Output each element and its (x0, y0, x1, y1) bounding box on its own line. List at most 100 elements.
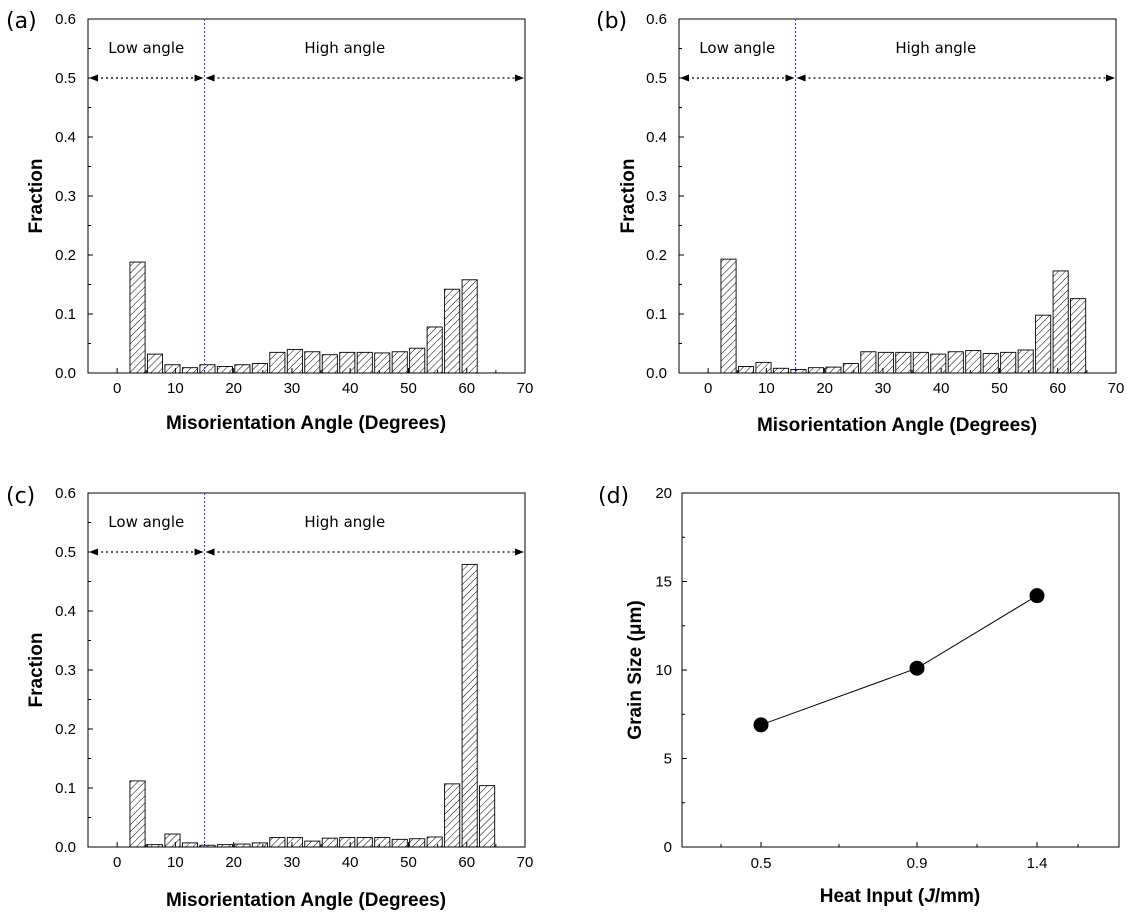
y-tick-label: 0.2 (55, 247, 76, 264)
bars (129, 563, 496, 848)
bar (825, 366, 842, 374)
bar (269, 837, 286, 848)
y-tick-label: 0.3 (55, 188, 76, 205)
bar (146, 844, 164, 848)
bar (251, 842, 268, 848)
x-tick-label: 30 (284, 854, 301, 871)
x-tick-label: 70 (517, 854, 534, 871)
high-angle-label: High angle (895, 39, 976, 57)
panel-label: (c) (6, 484, 35, 509)
y-tick-label: 15 (655, 574, 672, 591)
y-tick-label: 5 (664, 751, 672, 768)
x-tick-label: 40 (933, 380, 950, 397)
x-axis-title-part: /mm) (935, 886, 980, 907)
bar (234, 843, 251, 848)
y-tick-label: 0.2 (55, 721, 76, 738)
panel-label: (a) (6, 9, 37, 34)
y-tick-label: 0.0 (55, 365, 76, 382)
bar (199, 364, 216, 374)
x-ticks: 0.5 0.9 1.4 (720, 842, 1079, 872)
panel-label: (b) (596, 9, 627, 34)
high-angle-label: High angle (304, 513, 385, 531)
y-tick-label: 10 (655, 662, 672, 679)
x-tick-label: 0.9 (907, 855, 928, 872)
y-tick-label: 0.5 (55, 70, 76, 87)
bar (842, 363, 859, 374)
x-tick-label: 50 (400, 380, 417, 397)
bar (1070, 298, 1087, 374)
y-ticks: 0 5 10 15 20 (655, 485, 687, 856)
bar (339, 351, 356, 374)
x-tick-label: 0.5 (751, 855, 772, 872)
panel-d: (d) 0 5 10 15 20 0.5 0.9 1.4 Heat Input (J/mm)… (598, 484, 1120, 907)
arrowhead (785, 74, 795, 82)
bar (216, 366, 233, 374)
data-point (753, 717, 769, 733)
bar (321, 837, 338, 848)
bar (146, 353, 164, 374)
x-tick-label: 20 (225, 854, 242, 871)
bar (286, 837, 303, 848)
x-ticks: 0 10 20 30 40 50 60 70 (87, 368, 533, 397)
bar (720, 258, 737, 374)
bar (339, 837, 356, 848)
arrowhead (515, 74, 524, 82)
bar (129, 780, 146, 848)
bar (356, 351, 373, 374)
y-tick-label: 0.6 (646, 11, 667, 28)
arrowhead (680, 74, 689, 82)
data-point (1029, 588, 1045, 604)
bar (912, 351, 929, 374)
bar (286, 348, 303, 374)
bar (321, 354, 338, 374)
bar (737, 366, 755, 374)
y-tick-label: 0.6 (55, 11, 76, 28)
arrowhead (89, 74, 98, 82)
bar (807, 367, 824, 374)
y-axis-title: Fraction (26, 159, 47, 234)
x-ticks: 0 10 20 30 40 50 60 70 (678, 368, 1125, 397)
y-tick-label: 0.2 (646, 247, 667, 264)
x-tick-label: 0 (113, 380, 121, 397)
x-tick-label: 0 (704, 380, 712, 397)
bar (444, 783, 461, 848)
panel-b: (b) 0 10 20 30 40 50 60 70 0.00.10.20.30.40.50.… (596, 9, 1124, 436)
y-tick-label: 0.5 (55, 544, 76, 561)
x-axis-title: Misorientation Angle (Degrees) (166, 413, 446, 434)
bar (269, 351, 286, 374)
y-axis-title: Fraction (618, 159, 639, 234)
x-tick-label: 60 (458, 380, 475, 397)
y-tick-label: 0.4 (55, 603, 76, 620)
high-angle-label: High angle (304, 39, 385, 57)
bar (304, 351, 321, 374)
x-axis-title: Misorientation Angle (Degrees) (166, 890, 446, 911)
arrowhead (89, 548, 98, 556)
x-axis-title: Misorientation Angle (Degrees) (757, 415, 1037, 436)
low-angle-label: Low angle (108, 39, 184, 57)
y-tick-label: 0 (664, 839, 672, 856)
bar (860, 351, 877, 374)
x-tick-label: 30 (875, 380, 892, 397)
y-tick-label: 0.1 (646, 306, 667, 323)
y-tick-label: 0.5 (646, 70, 667, 87)
bar (304, 840, 321, 848)
panel-a: (a) 0 10 20 30 40 50 60 70 0.00.10.20.30.40.50.… (6, 9, 533, 434)
bar (356, 837, 373, 848)
bar (755, 361, 772, 374)
y-axis-title: Grain Size (μm) (625, 600, 646, 739)
data-point (909, 660, 925, 676)
x-tick-label: 30 (284, 380, 301, 397)
bar (129, 261, 146, 374)
arrowhead (194, 548, 204, 556)
x-tick-label: 10 (167, 854, 184, 871)
bar (1000, 351, 1017, 374)
bar (772, 367, 789, 374)
boundary-annotation: Low angle High angle (89, 493, 524, 847)
x-tick-label: 70 (1108, 380, 1125, 397)
x-tick-label: 0 (113, 854, 121, 871)
bar (164, 833, 181, 848)
bar (164, 364, 181, 374)
y-tick-label: 20 (655, 485, 672, 502)
bar (374, 837, 391, 848)
